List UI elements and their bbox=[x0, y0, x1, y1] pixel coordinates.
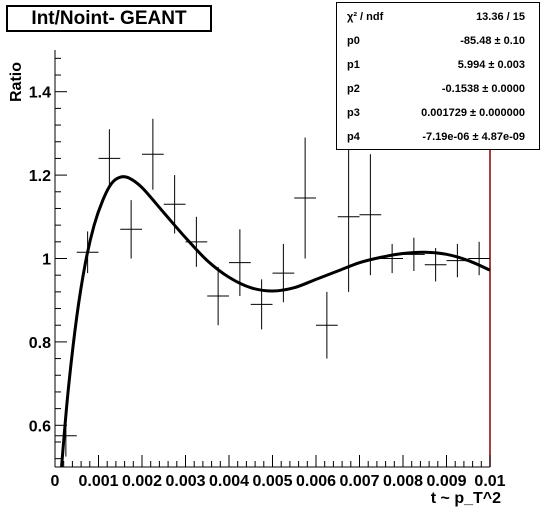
data-point bbox=[120, 200, 142, 259]
stats-key: p1 bbox=[347, 59, 360, 71]
data-point bbox=[250, 279, 273, 330]
fit-curve bbox=[60, 175, 491, 468]
stats-value: 0.001729 ± 0.000000 bbox=[421, 107, 525, 119]
y-tick-label: 0.8 bbox=[29, 335, 51, 352]
y-tick-label: 0.6 bbox=[29, 418, 51, 435]
data-point bbox=[468, 241, 490, 276]
stats-value: 5.994 ± 0.003 bbox=[457, 59, 525, 71]
data-points bbox=[55, 118, 490, 457]
tick-marks bbox=[54, 57, 491, 467]
x-tick-label: 0.009 bbox=[426, 473, 466, 490]
x-tick-label: 0.001 bbox=[78, 473, 118, 490]
data-point bbox=[207, 266, 229, 326]
x-tick-label: 0 bbox=[51, 473, 60, 490]
x-tick-label: 0.007 bbox=[339, 473, 379, 490]
y-axis-label: Ratio bbox=[8, 62, 25, 102]
data-point bbox=[98, 129, 121, 188]
stats-row-p2: p2 -0.1538 ± 0.0000 bbox=[337, 77, 539, 101]
x-tick-label: 0.003 bbox=[165, 473, 205, 490]
stats-key: p0 bbox=[347, 35, 360, 47]
stats-key: χ² / ndf bbox=[347, 11, 384, 23]
x-tick-label: 0.002 bbox=[122, 473, 162, 490]
tick-labels: 0 0.001 0.002 0.003 0.004 0.005 0.006 0.007 0.00… bbox=[29, 85, 506, 490]
fit-stats-box: χ² / ndf 13.36 / 15 p0 -85.48 ± 0.10 p1 … bbox=[336, 2, 540, 150]
stats-row-p3: p3 0.001729 ± 0.000000 bbox=[337, 101, 539, 125]
data-point bbox=[142, 118, 164, 190]
x-tick-label: 0.004 bbox=[209, 473, 249, 490]
stats-value: -7.19e-06 ± 4.87e-09 bbox=[422, 131, 525, 143]
data-point bbox=[316, 291, 338, 359]
stats-key: p3 bbox=[347, 107, 360, 119]
stats-row-p0: p0 -85.48 ± 0.10 bbox=[337, 29, 539, 53]
stats-value: -85.48 ± 0.10 bbox=[460, 35, 525, 47]
x-tick-label: 0.008 bbox=[383, 473, 423, 490]
x-axis-label: t ~ p_T^2 bbox=[430, 490, 501, 507]
stats-row-p1: p1 5.994 ± 0.003 bbox=[337, 53, 539, 77]
data-point bbox=[359, 154, 382, 276]
stats-row-p4: p4 -7.19e-06 ± 4.87e-09 bbox=[337, 125, 539, 149]
stats-row-chi2: χ² / ndf 13.36 / 15 bbox=[337, 5, 539, 29]
stats-key: p4 bbox=[347, 131, 360, 143]
x-tick-label: 0.006 bbox=[296, 473, 336, 490]
stats-value: 13.36 / 15 bbox=[476, 11, 525, 23]
stats-value: -0.1538 ± 0.0000 bbox=[441, 83, 525, 95]
x-tick-label: 0.005 bbox=[252, 473, 292, 490]
data-point bbox=[381, 243, 403, 274]
data-point bbox=[272, 243, 295, 303]
x-tick-label: 0.01 bbox=[474, 473, 505, 490]
y-tick-label: 1 bbox=[42, 252, 51, 269]
chart-title: Int/Noint- GEANT bbox=[6, 5, 212, 32]
stats-key: p2 bbox=[347, 83, 360, 95]
y-tick-label: 1.4 bbox=[29, 85, 51, 102]
data-point bbox=[294, 137, 316, 259]
y-tick-label: 1.2 bbox=[29, 168, 51, 185]
